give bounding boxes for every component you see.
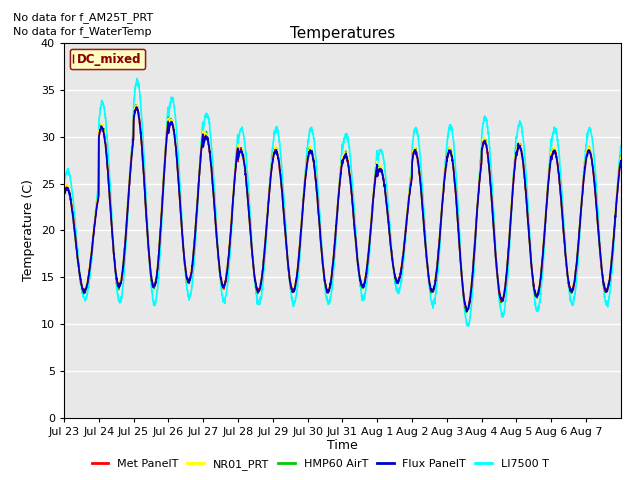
Title: Temperatures: Temperatures — [290, 25, 395, 41]
Text: No data for f_WaterTemp: No data for f_WaterTemp — [13, 26, 151, 37]
X-axis label: Time: Time — [327, 439, 358, 453]
Legend: Met PanelT, NR01_PRT, HMP60 AirT, Flux PanelT, LI7500 T: Met PanelT, NR01_PRT, HMP60 AirT, Flux P… — [87, 455, 553, 474]
Legend: DC_mixed: DC_mixed — [70, 49, 145, 69]
Y-axis label: Temperature (C): Temperature (C) — [22, 180, 35, 281]
Text: No data for f_AM25T_PRT: No data for f_AM25T_PRT — [13, 12, 153, 23]
